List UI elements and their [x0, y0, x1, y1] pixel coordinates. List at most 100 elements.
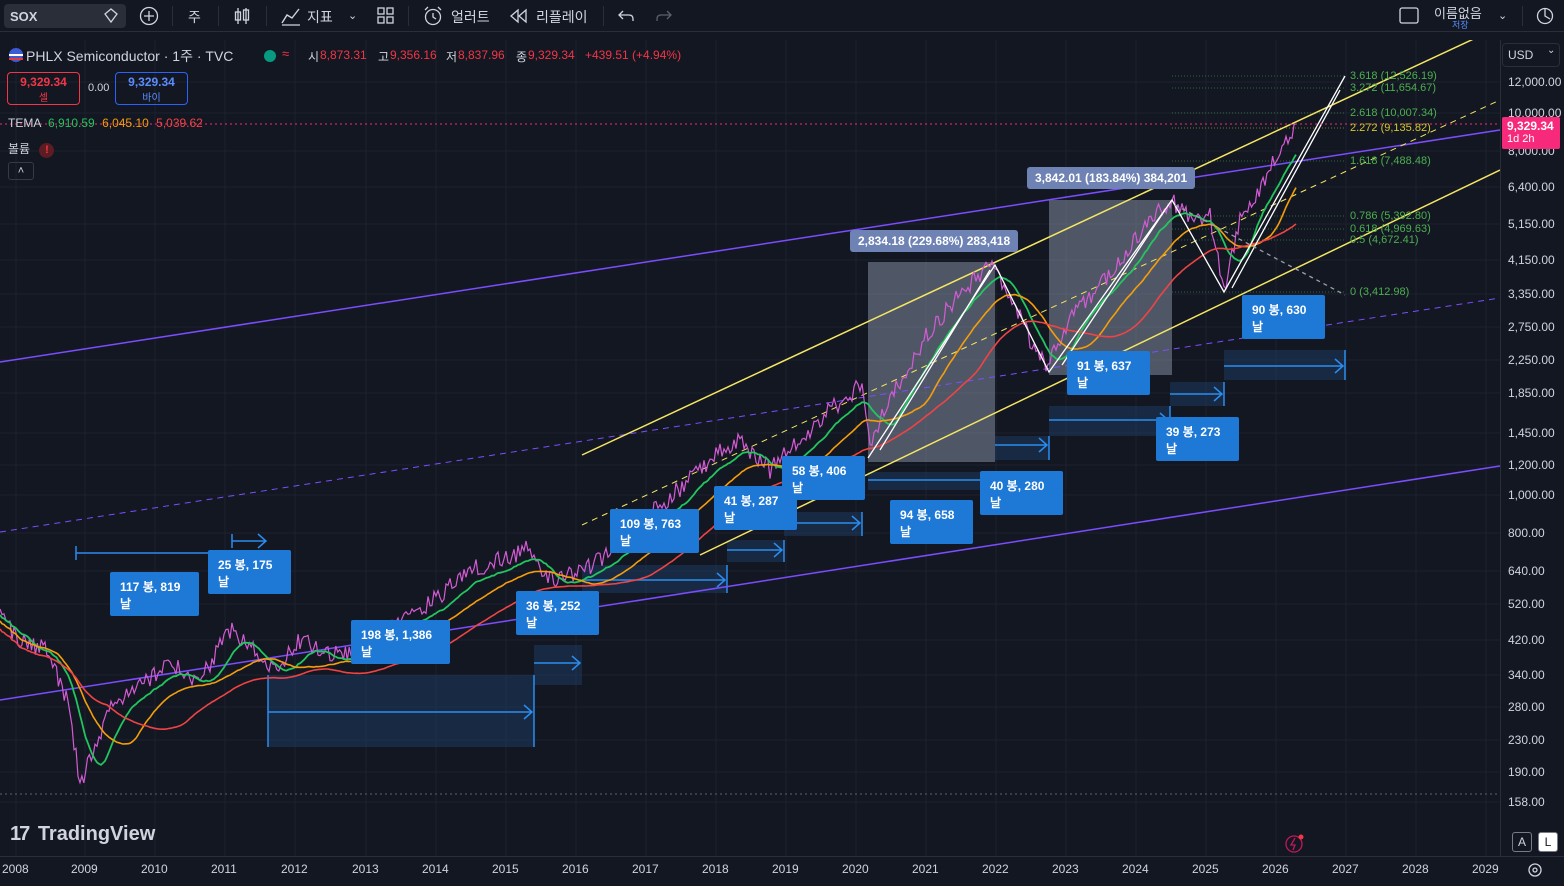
- indicators-icon[interactable]: [280, 5, 302, 27]
- auto-scale-button[interactable]: A: [1512, 832, 1532, 852]
- low-value: 8,837.96: [458, 48, 505, 62]
- market-status-icon[interactable]: [264, 50, 276, 62]
- settings-icon[interactable]: [1526, 861, 1544, 879]
- quick-search-icon[interactable]: [1534, 5, 1556, 27]
- price-axis-label: 280.00: [1508, 700, 1545, 714]
- range-label[interactable]: 40 봉, 280날: [980, 471, 1063, 515]
- time-axis-label: 2024: [1122, 862, 1149, 876]
- diamond-icon[interactable]: [102, 7, 120, 25]
- interval-button[interactable]: 주: [188, 9, 201, 25]
- current-price-value: 9,329.34: [1507, 119, 1554, 133]
- replay-label[interactable]: 리플레이: [536, 9, 588, 25]
- wave-pattern-inner: [1231, 89, 1341, 289]
- range-label[interactable]: 39 봉, 273날: [1156, 417, 1239, 461]
- fullscreen-icon[interactable]: [1398, 6, 1420, 26]
- chevron-down-icon[interactable]: ⌄: [1498, 10, 1508, 22]
- layout-save-label[interactable]: 저장: [1452, 20, 1469, 30]
- time-axis-label: 2029: [1472, 862, 1499, 876]
- tema-legend[interactable]: TEMA 6,910.59 6,045.10 5,039.62: [8, 116, 203, 130]
- price-axis-label: 1,450.00: [1508, 426, 1555, 440]
- collapse-legend-button[interactable]: ˄: [8, 162, 34, 180]
- price-chart[interactable]: [0, 40, 1500, 856]
- toolbar-divider: [266, 6, 267, 26]
- range-region: [582, 565, 727, 593]
- range-label[interactable]: 58 봉, 406날: [782, 456, 865, 500]
- high-label: 고: [378, 50, 390, 64]
- layout-name[interactable]: 이름없음: [1434, 6, 1482, 21]
- fib-level-label: 0 (3,412.98): [1350, 286, 1410, 298]
- price-axis-label: 520.00: [1508, 597, 1545, 611]
- price-axis-label: 230.00: [1508, 733, 1545, 747]
- indicators-label[interactable]: 지표: [307, 9, 333, 25]
- price-axis-label: 2,250.00: [1508, 353, 1555, 367]
- time-axis-label: 2009: [71, 862, 98, 876]
- us-flag-icon: [9, 48, 23, 62]
- candles-icon[interactable]: [232, 5, 252, 27]
- chevron-down-icon[interactable]: ⌄: [348, 10, 358, 22]
- buy-button[interactable]: 9,329.34 바이: [115, 72, 188, 105]
- range-region: [727, 540, 784, 562]
- time-axis-label: 2015: [492, 862, 519, 876]
- range-region: [784, 512, 862, 536]
- time-axis-label: 2016: [562, 862, 589, 876]
- measure-label[interactable]: 3,842.01 (183.84%) 384,201: [1027, 167, 1196, 189]
- add-symbol-icon[interactable]: [138, 5, 160, 27]
- time-axis-label: 2010: [141, 862, 168, 876]
- chart-grid: [0, 40, 1500, 856]
- time-axis-label: 2019: [772, 862, 799, 876]
- purple-channel-upper: [0, 129, 1500, 363]
- measure-label[interactable]: 2,834.18 (229.68%) 283,418: [850, 230, 1019, 252]
- close-value: 9,329.34: [528, 48, 575, 62]
- currency-label: USD: [1508, 48, 1534, 62]
- alert-label[interactable]: 얼러트: [451, 9, 490, 25]
- open-label: 시: [308, 50, 320, 64]
- range-arrow: [231, 533, 268, 549]
- range-label[interactable]: 198 봉, 1,386날: [351, 620, 450, 664]
- price-axis-label: 2,750.00: [1508, 320, 1555, 334]
- sell-button[interactable]: 9,329.34 셀: [7, 72, 80, 105]
- tradingview-logo[interactable]: 17 TradingView: [10, 823, 155, 846]
- range-label[interactable]: 36 봉, 252날: [516, 591, 599, 635]
- layout-grid-icon[interactable]: [376, 6, 396, 26]
- time-axis-label: 2020: [842, 862, 869, 876]
- currency-selector[interactable]: USD ⌄: [1502, 43, 1560, 67]
- fib-level-label: 3.618 (12,526.19): [1350, 70, 1437, 82]
- legend-title[interactable]: PHLX Semiconductor · 1주 · TVC: [26, 48, 234, 64]
- range-label[interactable]: 94 봉, 658날: [890, 500, 973, 544]
- toolbar-divider: [218, 6, 219, 26]
- replay-icon[interactable]: [508, 7, 530, 25]
- bar-countdown: 1d 2h: [1507, 133, 1535, 145]
- buy-label: 바이: [142, 93, 161, 104]
- range-label[interactable]: 90 봉, 630날: [1242, 295, 1325, 339]
- fib-level-label: 2.618 (10,007.34): [1350, 107, 1437, 119]
- open-value: 8,873.31: [320, 48, 367, 62]
- range-label[interactable]: 109 봉, 763날: [610, 509, 699, 553]
- price-axis-label: 190.00: [1508, 765, 1545, 779]
- low-label: 저: [446, 50, 458, 64]
- range-arrow: [1224, 350, 1346, 380]
- price-axis[interactable]: [1500, 40, 1564, 856]
- price-axis-label: 1,850.00: [1508, 386, 1555, 400]
- range-label[interactable]: 25 봉, 175날: [208, 550, 291, 594]
- tema-mid-value: 6,045.10: [102, 116, 149, 130]
- flash-icon[interactable]: [1284, 832, 1306, 854]
- time-axis-label: 2028: [1402, 862, 1429, 876]
- time-axis[interactable]: [0, 856, 1564, 886]
- high-value: 9,356.16: [390, 48, 437, 62]
- toolbar-divider: [1522, 6, 1523, 26]
- volume-legend[interactable]: 볼륨 !: [8, 140, 55, 158]
- buy-price: 9,329.34: [128, 75, 175, 89]
- redo-icon[interactable]: [654, 6, 674, 26]
- purple-channel-lower: [0, 465, 1500, 701]
- range-label[interactable]: 91 봉, 637날: [1067, 351, 1150, 395]
- undo-icon[interactable]: [616, 6, 636, 26]
- indicator-wave-icon[interactable]: ≈: [282, 46, 290, 61]
- time-axis-label: 2025: [1192, 862, 1219, 876]
- range-arrow: [582, 565, 728, 593]
- log-scale-button[interactable]: L: [1538, 832, 1558, 852]
- symbol-search[interactable]: SOX: [4, 4, 126, 28]
- warning-icon[interactable]: !: [39, 143, 55, 158]
- price-axis-label: 1,200.00: [1508, 458, 1555, 472]
- alarm-clock-icon[interactable]: [422, 5, 444, 27]
- range-label[interactable]: 117 봉, 819날: [110, 572, 199, 616]
